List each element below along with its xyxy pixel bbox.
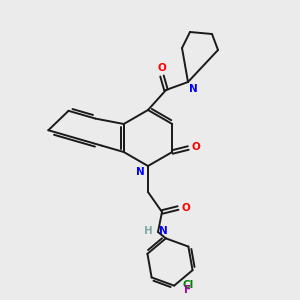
- Text: F: F: [184, 285, 191, 295]
- Text: N: N: [159, 226, 168, 236]
- Text: N: N: [136, 167, 145, 177]
- Text: N: N: [189, 84, 198, 94]
- Text: O: O: [191, 142, 200, 152]
- Text: O: O: [181, 203, 190, 213]
- Text: H: H: [144, 226, 153, 236]
- Text: O: O: [158, 63, 166, 73]
- Text: Cl: Cl: [183, 280, 194, 290]
